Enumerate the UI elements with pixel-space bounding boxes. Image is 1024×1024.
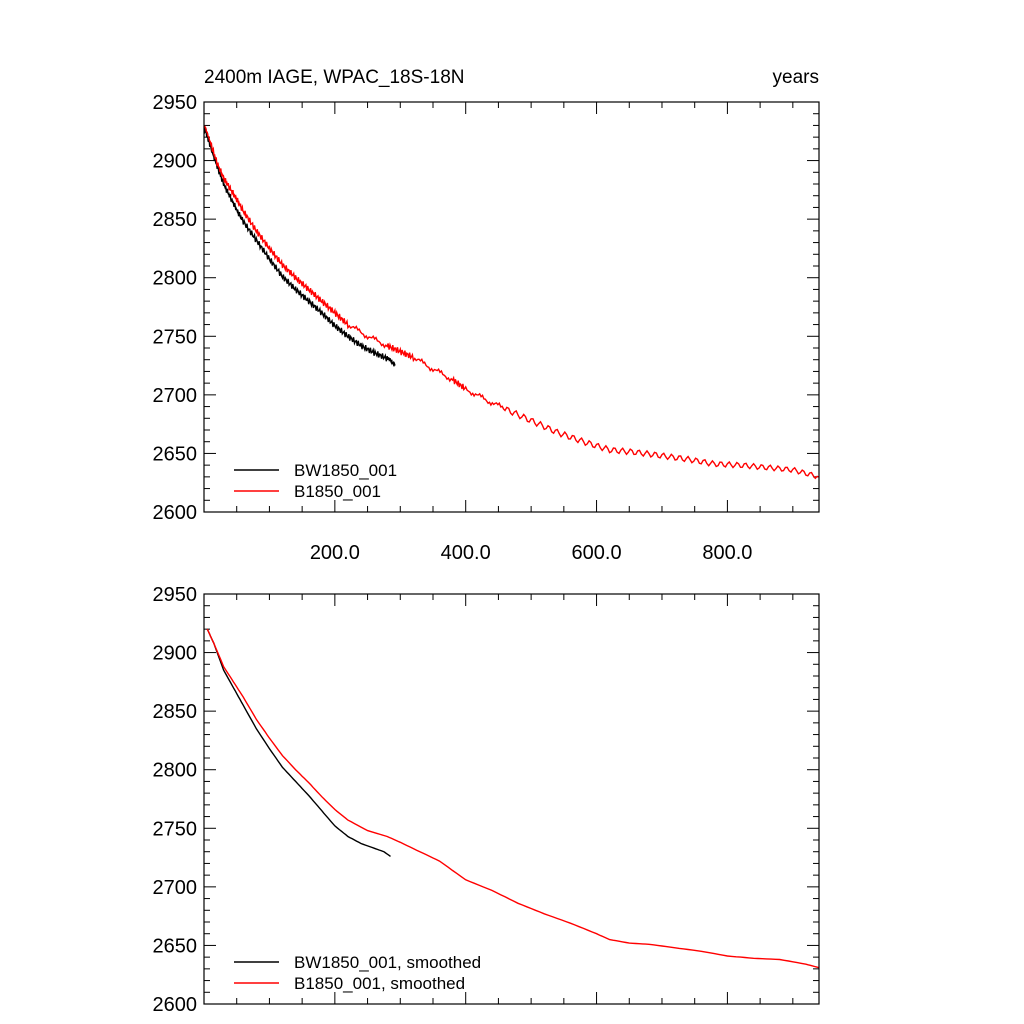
y-tick-label: 2600 [153, 994, 198, 1016]
y-tick-label: 2600 [153, 502, 198, 524]
legend-label-bw1850-smoothed: BW1850_001, smoothed [294, 953, 481, 972]
y-tick-label: 2650 [153, 443, 198, 465]
legend-label-b1850: B1850_001 [294, 482, 381, 501]
y-tick-label: 2800 [153, 760, 198, 782]
y-tick-label: 2700 [153, 877, 198, 899]
top-plot-frame [203, 101, 820, 513]
x-tick-label: 600.0 [572, 542, 622, 564]
y-tick-label: 2850 [153, 209, 198, 231]
legend-label-bw1850: BW1850_001 [294, 461, 397, 480]
y-tick-label: 2650 [153, 935, 198, 957]
y-tick-label: 2750 [153, 326, 198, 348]
y-tick-label: 2900 [153, 643, 198, 665]
series-line-b1850-001-smoothed [206, 628, 820, 969]
x-tick-label: 800.0 [702, 542, 752, 564]
y-tick-label: 2800 [153, 268, 198, 290]
series-line-bw1850-001-smoothed [206, 628, 391, 857]
chart-units-label: years [773, 67, 819, 88]
bottom-plot-frame [203, 593, 820, 1005]
y-tick-label: 2950 [153, 584, 198, 606]
series-line-b1850-001 [204, 125, 820, 480]
series-line-bw1850-001 [204, 125, 396, 367]
chart-title: 2400m IAGE, WPAC_18S-18N [204, 67, 464, 88]
y-tick-label: 2900 [153, 151, 198, 173]
x-tick-label: 200.0 [310, 542, 360, 564]
y-tick-label: 2850 [153, 701, 198, 723]
legend-label-b1850-smoothed: B1850_001, smoothed [294, 974, 465, 993]
bottom-panel: 2600 2650 2700 2750 2800 2850 2900 2950 BW1850_… [153, 584, 820, 1016]
y-tick-label: 2700 [153, 385, 198, 407]
x-tick-label: 400.0 [441, 542, 491, 564]
y-tick-label: 2750 [153, 818, 198, 840]
y-tick-label: 2950 [153, 92, 198, 114]
top-legend: BW1850_001 B1850_001 [234, 461, 397, 501]
bottom-legend: BW1850_001, smoothed B1850_001, smoothed [234, 953, 481, 993]
top-panel: 2400m IAGE, WPAC_18S-18N years 2600 2650 2… [153, 67, 820, 564]
